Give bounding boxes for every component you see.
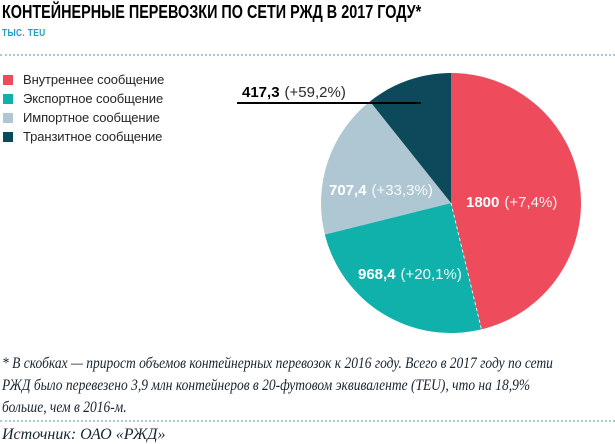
slice-value-export: 968,4 [358,266,396,283]
legend-label-export: Экспортное сообщение [23,91,164,106]
pie-slice-1 [324,203,482,333]
pie-chart [320,73,581,333]
footnote: * В скобках — прирост объемов контейнерн… [2,353,615,419]
page-title: КОНТЕЙНЕРНЫЕ ПЕРЕВОЗКИ ПО СЕТИ РЖД В 201… [2,2,422,22]
slice-growth-transit: (+59,2%) [284,84,346,101]
pie-slice-3 [369,73,451,203]
slice-value-transit: 417,3 [242,84,280,101]
slice-label-export: 968,4 (+20,1%) [358,266,462,283]
pie-slice-0 [451,73,581,330]
chart-legend: Внутреннее сообщение Экспортное сообщени… [3,70,164,146]
legend-swatch-transit [3,131,13,142]
legend-swatch-domestic [3,74,13,85]
footnote-line-3: больше, чем в 2016-м. [2,399,127,416]
legend-item-export: Экспортное сообщение [3,89,164,108]
legend-item-transit: Транзитное сообщение [3,127,164,146]
slice-value-import: 707,4 [329,182,367,199]
pie-slice-2 [320,101,451,235]
legend-label-domestic: Внутреннее сообщение [23,72,165,87]
slice-value-domestic: 1800 [466,194,500,211]
legend-item-import: Импортное сообщение [3,108,164,127]
pie-chart-area [320,73,581,333]
units-label: ТЫС. TEU [2,28,46,39]
legend-swatch-import [3,112,13,123]
footnote-line-1: * В скобках — прирост объемов контейнерн… [2,355,553,372]
slice-growth-export: (+20,1%) [400,266,462,283]
dotted-divider-bottom [0,420,615,422]
legend-label-transit: Транзитное сообщение [23,129,163,144]
legend-item-domestic: Внутреннее сообщение [3,70,164,89]
footnote-line-2: РЖД было перевезено 3,9 млн контейнеров … [2,377,531,394]
callout-leader-line [237,102,421,104]
legend-label-import: Импортное сообщение [23,110,160,125]
slice-label-domestic: 1800 (+7,4%) [466,194,558,211]
slice-label-import: 707,4 (+33,3%) [329,182,433,199]
dotted-divider-top [0,54,615,56]
slice-growth-import: (+33,3%) [371,182,433,199]
source-attribution: Источник: ОАО «РЖД» [2,426,166,443]
slice-separator-line [450,202,482,330]
slice-growth-domestic: (+7,4%) [504,194,558,211]
legend-swatch-export [3,93,13,104]
slice-label-transit: 417,3 (+59,2%) [242,84,346,101]
